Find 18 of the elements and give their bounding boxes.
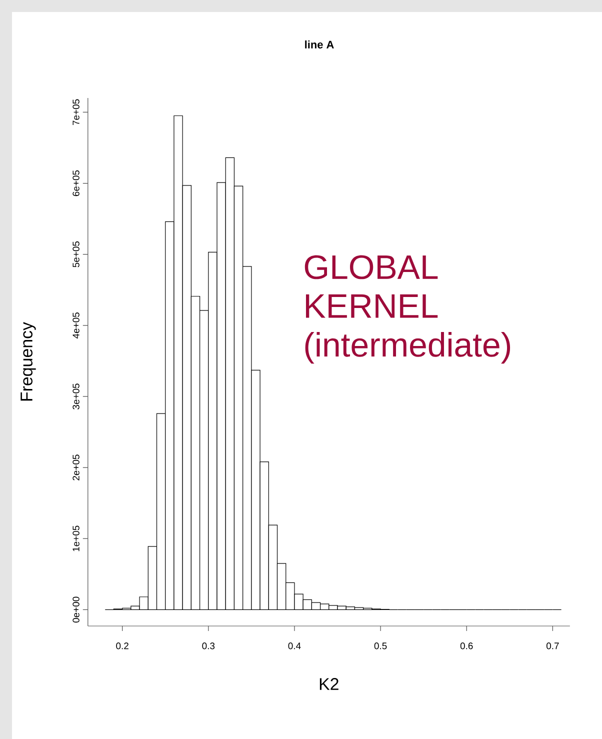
x-tick-label: 0.5: [374, 642, 387, 650]
annotation: GLOBAL KERNEL (intermediate): [304, 255, 510, 364]
y-tick-label: 2e+05: [72, 454, 80, 480]
x-tick-label: 0.7: [546, 642, 559, 650]
y-tick-label: 0e+00: [72, 596, 80, 623]
x-axis-title: K2: [320, 678, 338, 690]
x-tick-label: 0.3: [202, 642, 215, 650]
y-tick-label: 3e+05: [72, 384, 80, 410]
x-tick-label: 0.4: [288, 642, 301, 650]
y-tick-label: 6e+05: [72, 170, 80, 196]
y-tick-label: 7e+05: [72, 99, 80, 126]
x-tick-label: 0.2: [116, 642, 128, 650]
y-tick-label: 1e+05: [72, 526, 80, 552]
y-tick-label: 4e+05: [72, 312, 80, 338]
x-tick-label: 0.6: [460, 642, 473, 650]
y-axis-title: Frequency: [20, 322, 36, 401]
y-tick-label: 5e+05: [72, 241, 80, 268]
chart-title: line A: [305, 40, 334, 48]
